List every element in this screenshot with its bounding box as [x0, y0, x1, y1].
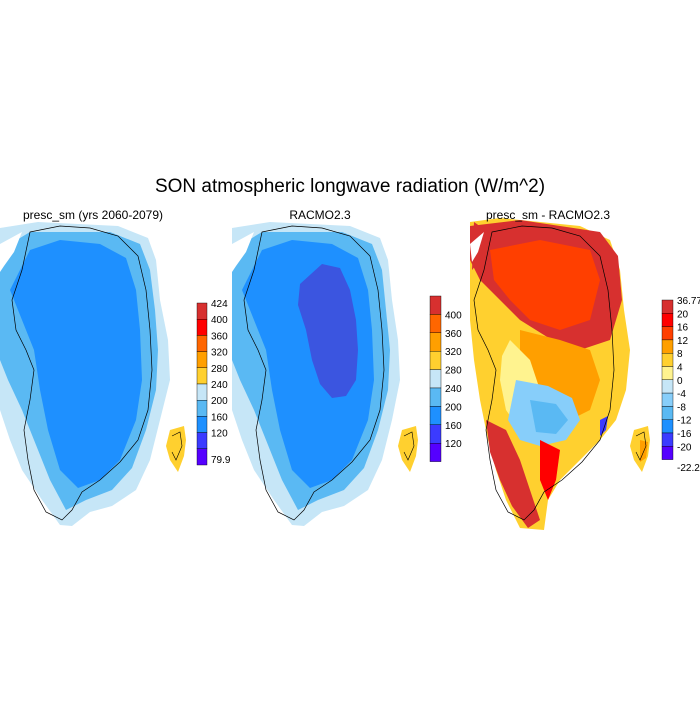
colorbar-2-label: 280	[445, 366, 462, 377]
map-panel-1	[0, 222, 186, 526]
map-panel-3	[470, 218, 650, 530]
colorbar-2-label: 320	[445, 347, 462, 358]
colorbar-2-swatch	[429, 351, 442, 370]
interior-low-2	[298, 264, 358, 398]
colorbar-1-label: 360	[211, 331, 228, 342]
colorbar-3-swatch	[661, 406, 674, 420]
colorbar-2-label: 240	[445, 384, 462, 395]
coast-1	[11, 225, 153, 521]
panel-title-2: RACMO2.3	[289, 208, 351, 222]
colorbar-3-label: 12	[677, 336, 689, 347]
colorbar-2-swatch	[429, 443, 442, 462]
colorbar-3-swatch	[661, 299, 674, 314]
ice-sheet-inner-1	[10, 240, 142, 488]
colorbar-2-label: 200	[445, 402, 462, 413]
main-title: SON atmospheric longwave radiation (W/m^…	[154, 176, 546, 197]
panel-title-1: presc_sm (yrs 2060-2079)	[22, 208, 164, 222]
colorbar-1-swatch	[196, 448, 208, 466]
colorbar-1-label: 79.9	[211, 455, 231, 466]
colorbar-1-swatch	[196, 432, 208, 450]
colorbar-3-swatch	[661, 432, 674, 447]
colorbar-1-label: 120	[211, 429, 228, 440]
colorbar-1-swatch	[196, 335, 208, 352]
colorbar-1-label: 280	[211, 364, 228, 375]
colorbar-3-swatch	[661, 392, 674, 407]
water-notch-1	[0, 232, 22, 272]
colorbar-3-label: 0	[677, 376, 683, 387]
colorbar-3-swatch	[661, 366, 674, 381]
colorbar-1-label: 160	[211, 412, 228, 423]
colorbar-2-swatch	[429, 369, 442, 389]
colorbar-2-swatch	[429, 387, 442, 407]
colorbar-2-swatch	[429, 406, 442, 425]
colorbar-3-label: -4	[677, 389, 686, 400]
colorbar-1-label: 240	[211, 380, 228, 391]
colorbar-1-label: 200	[211, 396, 228, 407]
colorbar-1-label: 424	[211, 299, 228, 310]
colorbar-3-label: -12	[677, 416, 692, 427]
ice-cap-east-1	[166, 426, 186, 472]
colorbar-3-label: -8	[677, 402, 686, 413]
colorbar-3-label: 20	[677, 309, 689, 320]
colorbar-3-label: 8	[677, 349, 683, 360]
colorbar-1-swatch	[196, 319, 208, 336]
panel-title-3: presc_sm - RACMO2.3	[485, 208, 611, 222]
colorbar-3-label: -16	[677, 429, 692, 440]
colorbar-3-swatch	[661, 379, 674, 394]
colorbar-3-label: -20	[677, 442, 692, 453]
colorbar-2-swatch	[429, 314, 442, 333]
colorbar-1-swatch	[196, 416, 208, 433]
colorbar-3-swatch	[661, 339, 674, 354]
colorbar-1-label: 320	[211, 348, 228, 359]
colorbar-3-swatch	[661, 419, 674, 434]
colorbar-1-swatch	[196, 302, 208, 320]
colorbar-2-swatch	[429, 424, 442, 444]
colorbar-1-swatch	[196, 367, 208, 385]
colorbar-3-swatch	[661, 446, 674, 460]
colorbar-2-label: 360	[445, 329, 462, 340]
colorbar-1-swatch	[196, 383, 208, 401]
colorbar-2-label: 400	[445, 310, 462, 321]
colorbar-3-swatch	[661, 326, 674, 341]
colorbar-1-label: 400	[211, 315, 228, 326]
colorbar-3-swatch	[661, 313, 674, 327]
colorbar-3-label: -22.2	[677, 463, 700, 474]
colorbar-2-swatch	[429, 295, 442, 315]
colorbar-1-swatch	[196, 351, 208, 369]
colorbar-3-label: 16	[677, 323, 689, 334]
colorbar-2-swatch	[429, 332, 442, 352]
colorbar-2-label: 160	[445, 421, 462, 432]
colorbar-2-label: 120	[445, 439, 462, 450]
colorbars: 42440036032028024020016012079.9400360320…	[196, 295, 700, 474]
colorbar-3-label: 36.77	[677, 296, 700, 307]
map-panel-2	[232, 222, 418, 526]
colorbar-3-label: 4	[677, 363, 683, 374]
colorbar-1-swatch	[196, 400, 208, 417]
colorbar-3-swatch	[661, 353, 674, 367]
